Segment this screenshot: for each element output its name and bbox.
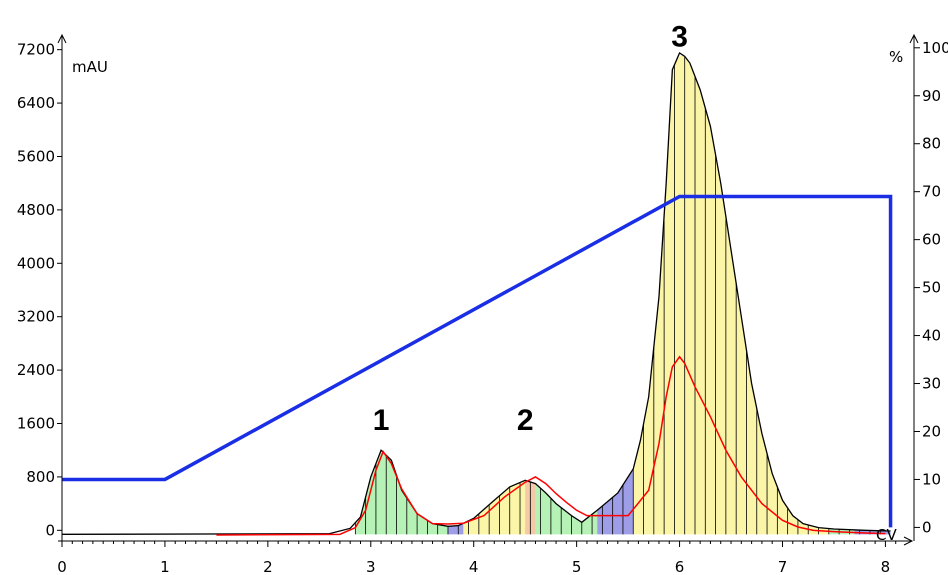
y-right-tick-label: 70: [922, 183, 941, 201]
x-axis-arrow: [903, 536, 914, 546]
fraction-dividers: [354, 56, 881, 535]
y-right-tick-label: 40: [922, 327, 941, 345]
y-right-tick-label: 90: [922, 87, 941, 105]
y-left-tick-label: 7200: [17, 41, 55, 59]
y-right-tick-label: 80: [922, 135, 941, 153]
y-right-tick-label: 100: [922, 39, 948, 57]
x-tick-label: 1: [160, 558, 170, 575]
y-left-tick-label: 6400: [17, 94, 55, 112]
x-tick-label: 5: [572, 558, 582, 575]
axes: [57, 33, 920, 547]
y-left-tick-label: 4000: [17, 254, 55, 272]
x-tick-label: 2: [263, 558, 273, 575]
y-axis-left-label: mAU: [72, 58, 108, 76]
y-left-tick-label: 0: [45, 521, 55, 539]
fraction-band-yellow: [633, 54, 829, 535]
y-left-tick-label: 3200: [17, 308, 55, 326]
y-left-tick-label: 1600: [17, 415, 55, 433]
fraction-bands: [355, 54, 891, 535]
fraction-band-blue: [597, 468, 634, 535]
y-right-tick-label: 60: [922, 231, 941, 249]
y-left-tick-label: 5600: [17, 147, 55, 165]
series-line-conductivity: [216, 355, 886, 536]
x-tick-label: 3: [366, 558, 376, 575]
x-axis-label: CV: [876, 526, 897, 544]
y-right-tick-label: 0: [922, 518, 932, 536]
y-axis-left-arrow: [57, 33, 67, 44]
x-tick-label: 0: [57, 558, 67, 575]
y-right-tick-label: 50: [922, 279, 941, 297]
series-lines: [61, 52, 893, 536]
y-left-tick-label: 4800: [17, 201, 55, 219]
y-right-tick-label: 20: [922, 422, 941, 440]
y-right-tick-label: 10: [922, 470, 941, 488]
x-tick-label: 4: [469, 558, 479, 575]
x-tick-label: 6: [675, 558, 685, 575]
y-right-tick-label: 30: [922, 375, 941, 393]
y-axis-right-arrow: [909, 33, 919, 44]
peak-label: 1: [373, 404, 390, 437]
x-tick-label: 8: [881, 558, 891, 575]
x-tick-label: 7: [778, 558, 788, 575]
y-left-tick-label: 800: [26, 468, 55, 486]
fraction-band-blue: [447, 523, 464, 535]
y-left-tick-label: 2400: [17, 361, 55, 379]
series-line-percent: [62, 194, 893, 528]
axis-labels: 0 1 2 3 4 5 6 7 80800160024003200400048005600640…: [17, 20, 948, 575]
peak-label: 2: [517, 404, 534, 437]
y-axis-right-label: %: [889, 48, 903, 66]
fraction-band-green: [355, 450, 448, 535]
peak-label: 3: [671, 20, 688, 53]
